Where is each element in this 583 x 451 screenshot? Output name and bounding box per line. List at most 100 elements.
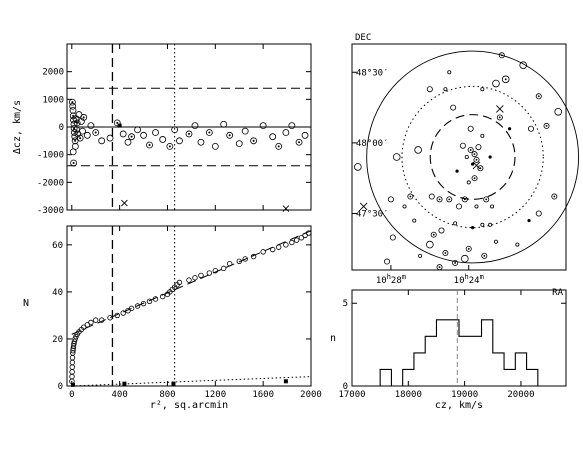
y-axis-label: n xyxy=(330,333,336,344)
member-point-core xyxy=(72,161,75,164)
galaxy-core xyxy=(432,233,435,236)
cumulative-point xyxy=(198,272,204,279)
y-axis-label: N xyxy=(23,298,29,309)
galaxy-core xyxy=(469,149,472,151)
galaxy-open xyxy=(477,165,484,172)
cumulative-point xyxy=(69,359,76,366)
cumulative-point xyxy=(152,296,159,302)
galaxy-core xyxy=(438,198,441,201)
member-point xyxy=(79,127,86,135)
member-point-core xyxy=(252,139,255,142)
outer-circle xyxy=(366,50,580,264)
member-point xyxy=(191,122,199,130)
galaxy-open xyxy=(389,234,396,241)
galaxy-open xyxy=(452,259,459,266)
member-point xyxy=(69,102,77,110)
cumulative-point xyxy=(107,315,113,321)
member-point xyxy=(124,138,132,146)
y-tick-label: 5 xyxy=(343,299,348,309)
galaxy-open xyxy=(461,196,468,203)
x-tick-label: 1200 xyxy=(204,390,226,400)
galaxy-open xyxy=(554,108,563,116)
velocity-offset-panel: 2000 1000 0 -1000 -2000 -3000 Δcz, km/s xyxy=(12,43,312,216)
galaxy-core xyxy=(448,198,451,201)
ra-tick-part: m xyxy=(480,273,484,281)
member-point xyxy=(282,129,290,136)
galaxy-core xyxy=(483,254,486,257)
galaxy-open xyxy=(461,254,469,263)
cumulative-point xyxy=(88,319,94,326)
cumulative-point xyxy=(134,303,141,309)
member-point xyxy=(176,137,183,145)
galaxy-open xyxy=(354,163,362,171)
nonmember-cross xyxy=(496,105,504,113)
galaxy-open xyxy=(412,218,417,223)
member-point-core xyxy=(71,101,74,104)
ra-tick-part: 10 xyxy=(376,276,387,286)
galaxy-filled xyxy=(488,155,492,159)
velocity-histogram-panel: 0 5 17000 18000 19000 20000 cz, km/s n xyxy=(330,289,567,411)
x-tick-label: 18000 xyxy=(395,390,422,400)
galaxy-core xyxy=(500,54,503,57)
cumulative-point xyxy=(98,317,105,323)
member-point xyxy=(235,140,243,148)
dashed-circle xyxy=(429,114,516,200)
cumulative-point xyxy=(69,369,75,375)
member-point xyxy=(113,119,121,127)
galaxy-open xyxy=(480,222,485,227)
histogram-steps xyxy=(368,319,539,387)
background-marker xyxy=(283,379,288,384)
galaxy-open xyxy=(384,258,391,265)
galaxy-open xyxy=(519,61,527,69)
galaxy-open xyxy=(392,153,401,161)
galaxy-open xyxy=(527,125,534,132)
ra-tick-label: 10h24m xyxy=(454,273,484,286)
member-point xyxy=(211,142,219,150)
galaxy-filled xyxy=(527,218,531,223)
member-point xyxy=(250,137,257,145)
ra-tick-part: h xyxy=(465,273,469,281)
member-point xyxy=(69,148,77,156)
x-tick-label: 2000 xyxy=(300,390,322,400)
galaxy-open xyxy=(442,250,449,257)
y-tick-label: 1000 xyxy=(42,95,64,105)
galaxy-filled xyxy=(455,169,459,173)
x-tick-label: 800 xyxy=(159,390,175,400)
member-point xyxy=(185,130,193,138)
galaxy-open xyxy=(467,125,474,132)
galaxy-open xyxy=(430,231,437,238)
cumulative-point xyxy=(260,249,266,255)
member-point-core xyxy=(277,145,280,148)
galaxy-open xyxy=(481,252,488,259)
member-point xyxy=(259,122,267,130)
ra-tick-part: 28 xyxy=(391,276,402,286)
member-point-core xyxy=(228,134,231,137)
member-point xyxy=(275,142,283,150)
galaxy-core xyxy=(498,116,501,119)
galaxy-open xyxy=(515,242,520,247)
member-point-core xyxy=(74,139,77,142)
cumulative-point xyxy=(226,260,233,267)
background-marker xyxy=(70,382,75,387)
cumulative-point xyxy=(305,230,312,236)
cumulative-point xyxy=(120,310,126,316)
galaxy-open xyxy=(407,193,414,200)
member-point xyxy=(288,122,296,130)
member-point-core xyxy=(130,135,133,138)
dec-axis-label: DEC xyxy=(355,33,371,43)
member-point-core xyxy=(79,137,82,140)
y-tick-label: 60 xyxy=(52,241,63,251)
ra-tick-part: 10 xyxy=(454,276,465,286)
galaxy-filled xyxy=(471,162,475,166)
member-point xyxy=(241,127,249,135)
cumulative-point xyxy=(270,246,276,253)
member-point-core xyxy=(82,116,85,119)
y-tick-label: 0 xyxy=(343,382,348,392)
galaxy-open xyxy=(474,204,479,209)
galaxy-open xyxy=(496,114,503,121)
member-point xyxy=(71,137,79,145)
galaxy-core xyxy=(467,247,470,250)
galaxy-open xyxy=(450,104,457,111)
galaxy-open xyxy=(402,204,407,209)
galaxy-open xyxy=(471,151,478,158)
